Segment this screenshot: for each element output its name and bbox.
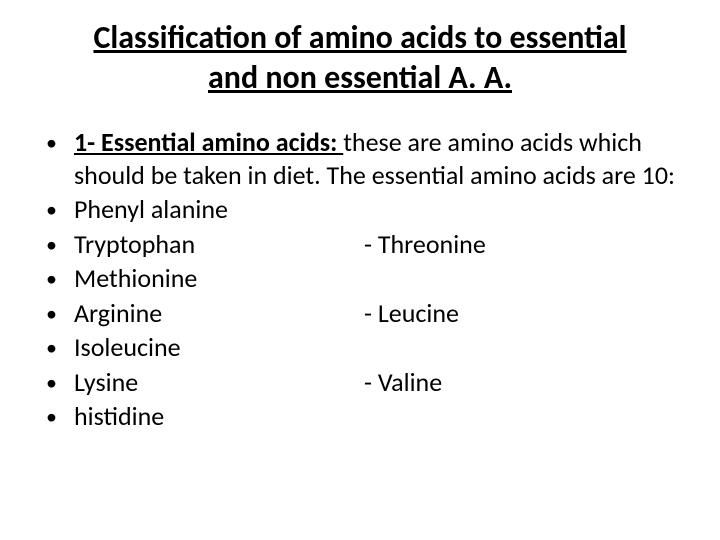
list-item: • Arginine - Leucine bbox=[40, 297, 680, 330]
item-left: Arginine bbox=[74, 297, 364, 330]
list-item: • Tryptophan - Threonine bbox=[40, 228, 680, 261]
list-item: • Methionine bbox=[40, 262, 680, 295]
bullet-icon: • bbox=[40, 331, 74, 362]
bullet-icon: • bbox=[40, 262, 74, 293]
list-item: • Phenyl alanine bbox=[40, 193, 680, 226]
item-right: - Valine bbox=[364, 366, 680, 399]
intro-row: • 1- Essential amino acids: these are am… bbox=[40, 126, 680, 191]
item-left: Phenyl alanine bbox=[74, 193, 364, 226]
slide-content: • 1- Essential amino acids: these are am… bbox=[40, 126, 680, 433]
item-right bbox=[364, 331, 680, 364]
list-item: • histidine bbox=[40, 400, 680, 433]
item-right: - Threonine bbox=[364, 228, 680, 261]
item-left: Methionine bbox=[74, 262, 364, 295]
list-item: • Isoleucine bbox=[40, 331, 680, 364]
bullet-icon: • bbox=[40, 193, 74, 224]
intro-text: 1- Essential amino acids: these are amin… bbox=[74, 126, 680, 191]
item-left: Tryptophan bbox=[74, 228, 364, 261]
item-right bbox=[364, 262, 680, 295]
list-item: • Lysine - Valine bbox=[40, 366, 680, 399]
item-right: - Leucine bbox=[364, 297, 680, 330]
item-left: Lysine bbox=[74, 366, 364, 399]
intro-lead: 1- Essential amino acids: bbox=[74, 126, 343, 158]
item-left: histidine bbox=[74, 400, 364, 433]
bullet-icon: • bbox=[40, 400, 74, 431]
slide-title: Classification of amino acids to essenti… bbox=[70, 18, 650, 98]
bullet-icon: • bbox=[40, 297, 74, 328]
item-left: Isoleucine bbox=[74, 331, 364, 364]
item-right bbox=[364, 193, 680, 226]
bullet-icon: • bbox=[40, 228, 74, 259]
bullet-icon: • bbox=[40, 366, 74, 397]
item-right bbox=[364, 400, 680, 433]
bullet-icon: • bbox=[40, 126, 74, 157]
